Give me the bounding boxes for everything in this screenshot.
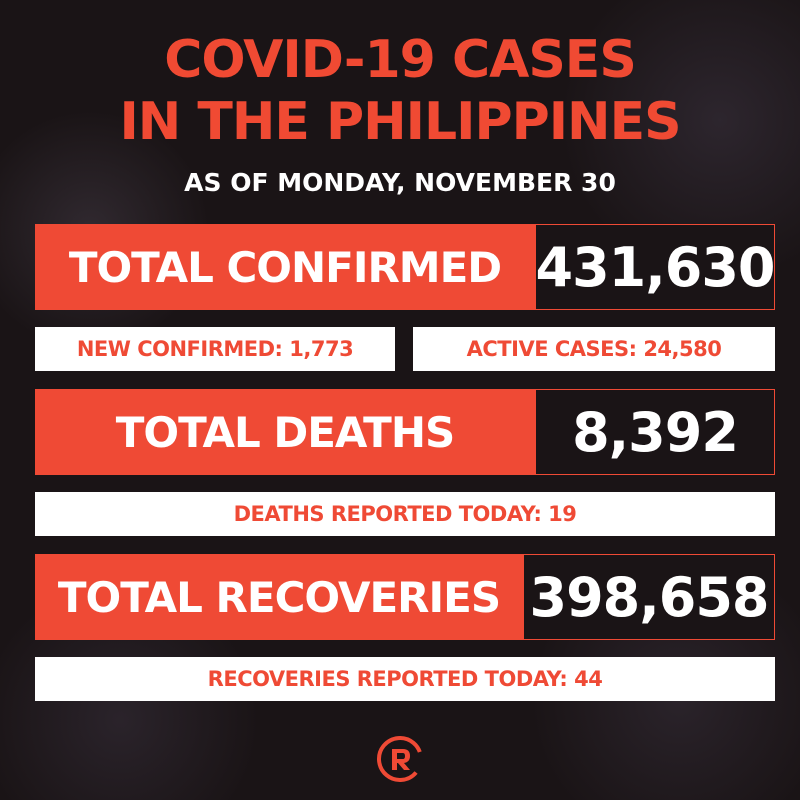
rappler-logo-icon (376, 735, 424, 783)
new-confirmed-badge: NEW CONFIRMED: 1,773 (35, 327, 395, 371)
total-deaths-label: TOTAL DEATHS (35, 389, 535, 475)
active-cases-badge: ACTIVE CASES: 24,580 (413, 327, 775, 371)
total-recoveries-label: TOTAL RECOVERIES (35, 554, 523, 640)
total-confirmed-label: TOTAL CONFIRMED (35, 224, 535, 310)
recoveries-row: TOTAL RECOVERIES 398,658 (35, 554, 775, 640)
title-line-1: COVID-19 CASES (164, 30, 637, 90)
total-deaths-value: 8,392 (535, 389, 775, 475)
total-recoveries-value: 398,658 (523, 554, 775, 640)
total-confirmed-value: 431,630 (535, 224, 775, 310)
deaths-row: TOTAL DEATHS 8,392 (35, 389, 775, 475)
recoveries-today-badge: RECOVERIES REPORTED TODAY: 44 (35, 657, 775, 701)
confirmed-row: TOTAL CONFIRMED 431,630 (35, 224, 775, 310)
title-line-2: IN THE PHILIPPINES (119, 92, 681, 152)
deaths-today-badge: DEATHS REPORTED TODAY: 19 (35, 492, 775, 536)
date-subtitle: AS OF MONDAY, NOVEMBER 30 (184, 168, 616, 197)
